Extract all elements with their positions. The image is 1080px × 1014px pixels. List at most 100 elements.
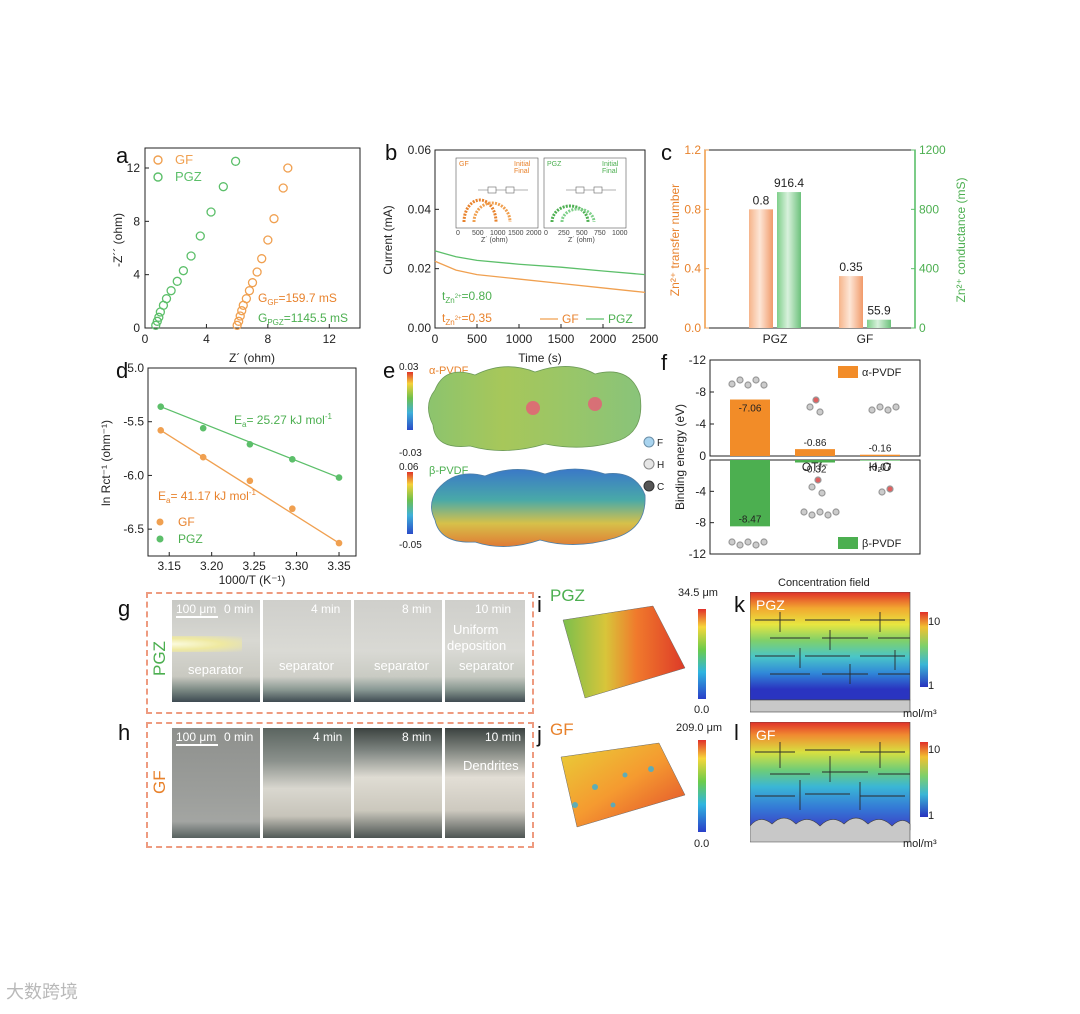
legend-marker-pgz: [156, 535, 164, 543]
x-tick-label: 4: [203, 332, 210, 346]
bar-label: -0.32: [804, 465, 827, 476]
inset-pgz-xtick: 750: [594, 230, 606, 237]
y-tick-label: -8: [695, 516, 706, 530]
y-axis-label: Current (mA): [381, 205, 395, 274]
category-label: H₂O: [869, 460, 892, 474]
colorbar-beta: [407, 472, 413, 534]
concentration-pgz: PGZ: [750, 592, 911, 713]
dendrites-label: Dendrites: [463, 758, 519, 773]
y-tick-label: 0.02: [408, 262, 432, 276]
inset-gf-xtick: 500: [472, 230, 484, 237]
point-pgz: [186, 251, 196, 261]
inset-pgz-xtick: 0: [544, 230, 548, 237]
inset-gf-xtick: 1500: [508, 230, 524, 237]
atom-c-icon: [643, 480, 655, 492]
x-tick-label: 2000: [590, 332, 617, 346]
bar-alpha: [860, 454, 900, 456]
colorbar-k-unit: mol/m³: [903, 708, 937, 720]
y-tick-label-left: 1.2: [684, 143, 701, 157]
panel-label-b: b: [385, 140, 398, 165]
point-pgz: [161, 294, 172, 304]
point-gf: [199, 453, 207, 461]
plot-frame: [144, 147, 361, 329]
legend-swatch-beta: [838, 537, 858, 549]
alpha-max: 0.03: [399, 362, 419, 373]
point-gf: [283, 163, 293, 173]
scale-bar-label: 100 μm: [176, 730, 217, 744]
chart-d: 3.15 3.20 3.25 3.30 3.35 -5.0 -5.5 -6.0 -6.5 100…: [100, 361, 357, 587]
time-label: 8 min: [402, 730, 432, 744]
colorbar-gf: [698, 740, 706, 832]
point-pgz: [335, 474, 343, 481]
legend-beta: β-PVDF: [862, 538, 902, 550]
y-axis-label: ln Rct⁻¹ (ohm⁻¹): [100, 420, 113, 506]
chart-f: Zn²⁺-7.06-8.47OTf⁻-0.86-0.32H₂O-0.16-0.0…: [673, 353, 921, 561]
inset-pgz-legend-initial: Initial: [602, 161, 619, 168]
time-label: 0 min: [224, 730, 254, 744]
bar-beta: [795, 460, 835, 463]
point-pgz: [166, 286, 176, 296]
inset-pgz-xtick: 500: [576, 230, 588, 237]
colorbar-gf-max: 209.0 μm: [676, 722, 723, 734]
point-pgz: [151, 320, 161, 330]
point-gf: [263, 235, 273, 245]
fiber-lines: [755, 742, 910, 810]
y-axis-label-right: Zn²⁺ conductance (mS): [954, 177, 968, 302]
x-axis-label: 1000/T (K⁻¹): [219, 573, 286, 587]
legend-marker-gf: [156, 518, 164, 526]
annotation-t-pgz: tZn2+=0.80: [442, 289, 492, 305]
point-gf: [257, 254, 267, 264]
y-axis-label: -Z´´ (ohm): [111, 213, 125, 267]
point-gf: [235, 311, 245, 321]
photo-pgz-4min: 4 min separator: [263, 600, 351, 702]
y-tick-label: -5.5: [123, 415, 144, 429]
inset-pgz: PGZ Initial Final 0 250 500 750 1000 Z´ …: [543, 157, 628, 244]
y-tick-label-left: 0.4: [684, 262, 701, 276]
bar-label: -0.16: [869, 444, 892, 455]
inset-gf-arc-1: [462, 198, 498, 223]
concentration-field-title: Concentration field: [778, 577, 870, 589]
photo-gf-0min: 100 μm 0 min: [172, 728, 260, 838]
inset-gf: GF Initial Final 0 500 1000 1500 2000 Z´…: [455, 157, 542, 244]
plot-frame: [704, 149, 916, 329]
photo-gf-10min: 10 min Dendrites: [445, 728, 525, 838]
y-tick-label: 8: [133, 214, 140, 228]
bar-label: 0.35: [839, 260, 863, 274]
y-tick-label: -12: [689, 547, 707, 561]
point-pgz: [154, 312, 164, 322]
colorbar-l-unit: mol/m³: [903, 838, 937, 850]
surface-gf-map: [560, 742, 686, 828]
point-pgz: [152, 316, 162, 326]
inset-gf-xtick: 0: [456, 230, 460, 237]
scale-bar-label: 100 μm: [176, 602, 217, 616]
point-pgz: [218, 182, 228, 192]
y-tick-label: -12: [689, 353, 707, 367]
y-tick-label: -4: [695, 417, 706, 431]
atom-f-label: F: [657, 438, 663, 449]
panel-label-d: d: [116, 358, 129, 383]
y-tick-label-left: 0.0: [684, 321, 701, 335]
surface-pgz-map: [562, 605, 686, 699]
surface-pgz: [562, 605, 686, 699]
panel-label-f: f: [661, 350, 668, 375]
point-gf: [237, 306, 247, 316]
panel-g-frame: [146, 592, 534, 714]
legend-gf: GF: [178, 515, 195, 529]
y-tick-label: 12: [127, 161, 141, 175]
time-label: 10 min: [485, 730, 522, 744]
beta-pvdf-label: β-PVDF: [429, 465, 469, 477]
bar-transfer-number: [839, 276, 863, 328]
annotation-ea-pgz: Ea= 25.27 kJ mol-1: [234, 412, 333, 429]
colorbar-l-min: 1: [928, 810, 935, 822]
series-line-gf: [434, 260, 646, 294]
chart-a: 0 4 8 12 0 4 8 12 Z´ (ohm) -Z´´ (ohm) GF PGZ GG…: [111, 147, 361, 365]
x-tick-label: 12: [323, 332, 337, 346]
inset-pgz-xlabel: Z´ (ohm): [568, 237, 595, 244]
plot-frame: [147, 367, 357, 557]
panel-j-label: GF: [550, 720, 574, 739]
panel-h-frame: [146, 722, 534, 848]
legend-alpha: α-PVDF: [862, 367, 902, 379]
note-line-1: Uniform: [453, 622, 499, 637]
x-axis-label: Time (s): [518, 351, 562, 365]
panel-l-label: GF: [756, 727, 775, 743]
